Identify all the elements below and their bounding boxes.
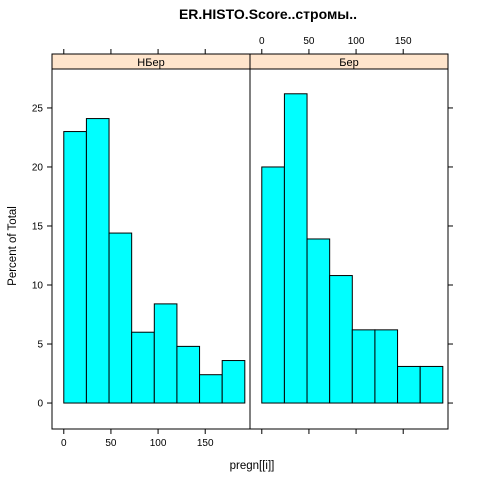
y-tick-label: 0 — [37, 399, 43, 410]
histogram-bar — [283, 93, 308, 404]
x-tick-label: 50 — [105, 438, 117, 449]
panel-strip-label: НБер — [137, 57, 164, 69]
histogram-bar — [329, 275, 353, 404]
x-axis-label: pregn[[i]] — [230, 460, 275, 472]
histogram-bar — [306, 238, 331, 404]
histogram-bar — [351, 329, 376, 404]
panel-border — [249, 53, 449, 430]
histogram-bar — [85, 118, 110, 404]
panel-strip-label: Бер — [339, 57, 358, 69]
panel-1: НБер 0 50 100 150 — [51, 49, 251, 449]
histogram-bar — [131, 331, 155, 404]
histogram-bar — [176, 345, 201, 404]
y-tick-label: 25 — [32, 103, 44, 114]
histogram-bar — [108, 232, 133, 404]
y-tick-label: 20 — [32, 162, 44, 173]
x-tick-label: 50 — [303, 36, 315, 47]
x-tick-label: 100 — [150, 438, 167, 449]
histogram-bar — [221, 360, 246, 404]
histogram-bar — [261, 166, 285, 404]
histogram-bar — [199, 374, 223, 404]
histogram-bar — [374, 329, 399, 404]
y-tick-label: 10 — [32, 281, 44, 292]
chart-layer: НБер 0 50 100 150 Бер 0 50 100 150 0 5 10 15 20 25 — [32, 36, 453, 449]
x-tick-label: 150 — [197, 438, 214, 449]
y-tick-label: 15 — [32, 221, 44, 232]
histogram-bar — [419, 365, 444, 404]
x-tick-label: 100 — [348, 36, 365, 47]
x-tick-label: 0 — [259, 36, 265, 47]
y-tick-label: 5 — [37, 340, 43, 351]
histogram-bar — [63, 131, 87, 404]
x-tick-label: 150 — [395, 36, 412, 47]
histogram-bar — [153, 303, 178, 404]
panel-2: Бер 0 50 100 150 — [249, 36, 449, 434]
y-axis-label: Percent of Total — [7, 206, 19, 286]
histogram-bar — [397, 365, 421, 404]
chart-title: ER.HISTO.Score..стромы.. — [179, 6, 357, 22]
x-tick-label: 0 — [61, 438, 67, 449]
